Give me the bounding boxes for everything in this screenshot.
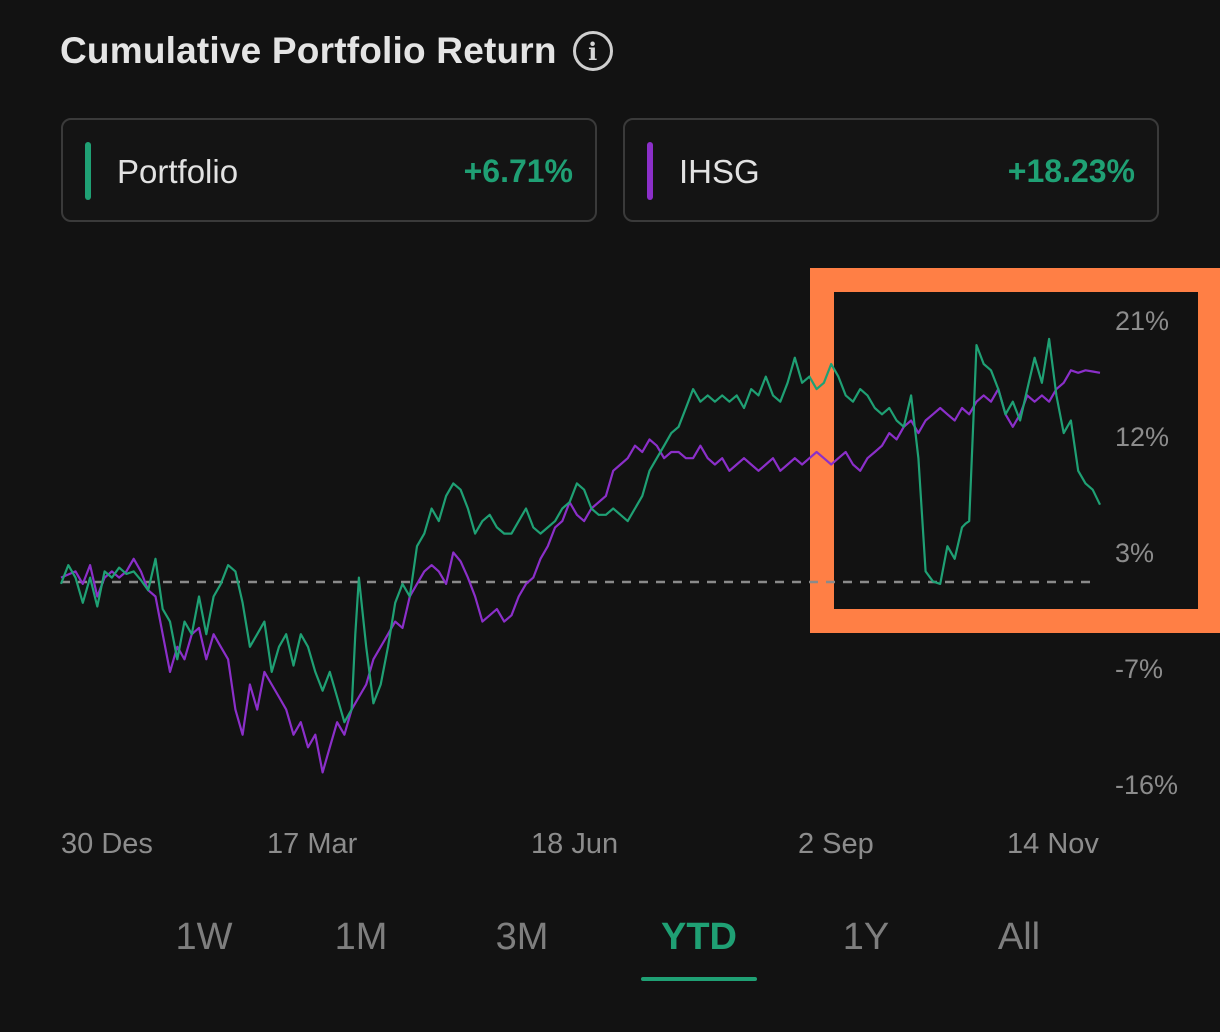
active-tab-underline [641, 977, 757, 981]
chart-header: Cumulative Portfolio Return i [60, 30, 613, 72]
y-tick-label: 3% [1115, 538, 1154, 568]
legend-name: Portfolio [117, 153, 239, 190]
line-chart[interactable]: 21% 12% 3% -7% -16% 30 Des 17 Mar 18 Jun 2 Sep 14… [0, 0, 1220, 880]
legend-card-ihsg: IHSG +18.23% [623, 118, 1159, 222]
y-tick-label: -7% [1115, 654, 1163, 684]
x-tick-label: 30 Des [61, 828, 153, 860]
y-tick-label: -16% [1115, 770, 1178, 800]
legend-card-portfolio: Portfolio +6.71% [61, 118, 597, 222]
highlight-box [810, 268, 1220, 633]
tab-1w[interactable]: 1W [175, 916, 233, 958]
tab-3m[interactable]: 3M [495, 916, 549, 958]
x-tick-label: 2 Sep [798, 828, 874, 860]
y-tick-label: 12% [1115, 422, 1169, 452]
legend-value: +18.23% [1007, 153, 1135, 189]
series-line-portfolio [59, 337, 1101, 724]
tab-ytd[interactable]: YTD [661, 916, 737, 958]
y-tick-label: 21% [1115, 306, 1169, 336]
info-icon[interactable]: i [572, 31, 613, 71]
x-tick-label: 17 Mar [267, 828, 358, 860]
legend-name: IHSG [679, 153, 760, 190]
tab-1y[interactable]: 1Y [842, 916, 890, 958]
page-title: Cumulative Portfolio Return [60, 30, 557, 71]
tab-all[interactable]: All [997, 916, 1041, 958]
x-tick-label: 14 Nov [1007, 828, 1099, 860]
legend-color-bar [647, 142, 653, 200]
tab-1m[interactable]: 1M [334, 916, 388, 958]
series-line-ihsg [60, 369, 1101, 774]
legend-color-bar [85, 142, 91, 200]
x-tick-label: 18 Jun [531, 828, 618, 860]
time-range-tabs: 1W 1M 3M YTD 1Y All [0, 910, 1220, 990]
legend-value: +6.71% [463, 153, 573, 189]
